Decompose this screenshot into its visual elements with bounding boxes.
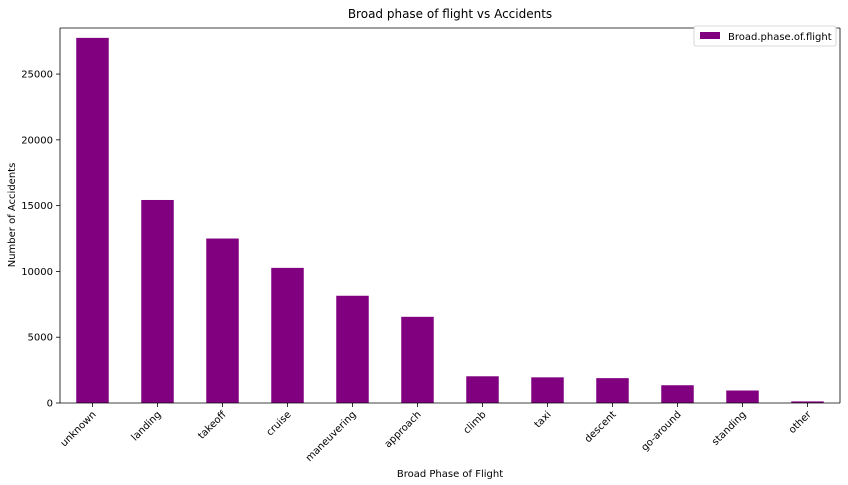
bar-descent <box>596 378 629 403</box>
legend-frame <box>693 25 837 47</box>
bar-climb <box>466 376 499 403</box>
y-tick-label: 10000 <box>21 267 53 278</box>
bar-go-around <box>661 385 694 403</box>
plot-area <box>60 28 840 403</box>
legend-swatch <box>700 32 720 39</box>
y-axis-label: Number of Accidents <box>7 163 18 268</box>
legend-label: Broad.phase.of.flight <box>728 32 832 43</box>
bar-cruise <box>271 267 304 403</box>
y-tick-label: 20000 <box>21 135 53 146</box>
chart-title: Broad phase of flight vs Accidents <box>348 7 552 21</box>
y-tick-label: 5000 <box>28 333 53 344</box>
bar-unknown <box>76 37 109 404</box>
bar-taxi <box>531 377 564 403</box>
bar-standing <box>726 390 759 403</box>
x-axis-label: Broad Phase of Flight <box>397 469 503 480</box>
bar-other <box>791 401 824 403</box>
legend: Broad.phase.of.flight <box>693 25 837 47</box>
y-tick-label: 25000 <box>21 70 53 81</box>
bar-maneuvering <box>336 295 369 403</box>
bar-takeoff <box>206 238 239 403</box>
y-tick-label: 0 <box>47 399 53 410</box>
y-tick-label: 15000 <box>21 201 53 212</box>
bars-group <box>76 37 824 404</box>
bar-approach <box>401 316 434 403</box>
y-axis: 0 5000 10000 15000 20000 25000 <box>21 70 60 410</box>
bar-landing <box>141 199 174 403</box>
